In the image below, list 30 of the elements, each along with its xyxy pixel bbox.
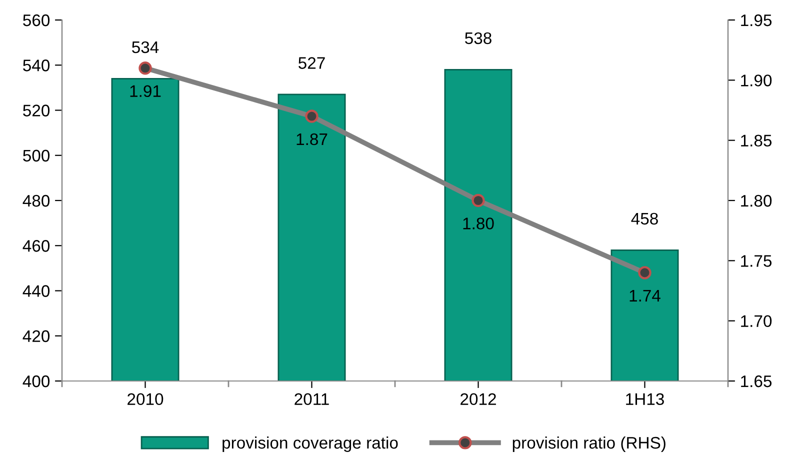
y2-tick-label: 1.80 xyxy=(741,194,772,207)
y2-tick-label: 1.85 xyxy=(741,134,772,147)
y2-tick-label: 1.75 xyxy=(741,255,772,267)
data-label: 538 xyxy=(465,32,492,44)
y-tick-label: 440 xyxy=(22,285,50,297)
y2-tick-label: 1.90 xyxy=(741,74,772,86)
x-tick-label: 2011 xyxy=(294,393,329,406)
data-label: 1.74 xyxy=(630,290,660,302)
legend-label: provision ratio (RHS) xyxy=(512,436,666,452)
y-tick-label: 480 xyxy=(22,194,50,207)
y-tick-label: 500 xyxy=(23,150,50,162)
data-label: 534 xyxy=(132,41,159,54)
data-label: 458 xyxy=(631,212,658,225)
y2-tick-label: 1.95 xyxy=(741,14,772,26)
data-label: 1.80 xyxy=(463,218,494,230)
y-tick-label: 520 xyxy=(23,104,50,116)
x-tick-label: 2010 xyxy=(128,393,164,406)
x-tick-label: 2012 xyxy=(460,393,496,406)
data-label: 1.91 xyxy=(130,85,161,98)
data-label: 1.87 xyxy=(296,133,328,146)
x-tick-label: 1H13 xyxy=(626,393,664,406)
y2-tick-label: 1.70 xyxy=(741,315,772,328)
y-tick-label: 460 xyxy=(22,240,50,252)
y-tick-label: 420 xyxy=(22,330,50,342)
legend-label: provision coverage ratio xyxy=(222,436,398,452)
y-tick-label: 540 xyxy=(23,60,50,72)
data-label: 527 xyxy=(298,57,325,69)
y-tick-label: 560 xyxy=(23,14,50,26)
y-tick-label: 400 xyxy=(22,375,50,388)
y2-tick-label: 1.65 xyxy=(741,375,772,388)
